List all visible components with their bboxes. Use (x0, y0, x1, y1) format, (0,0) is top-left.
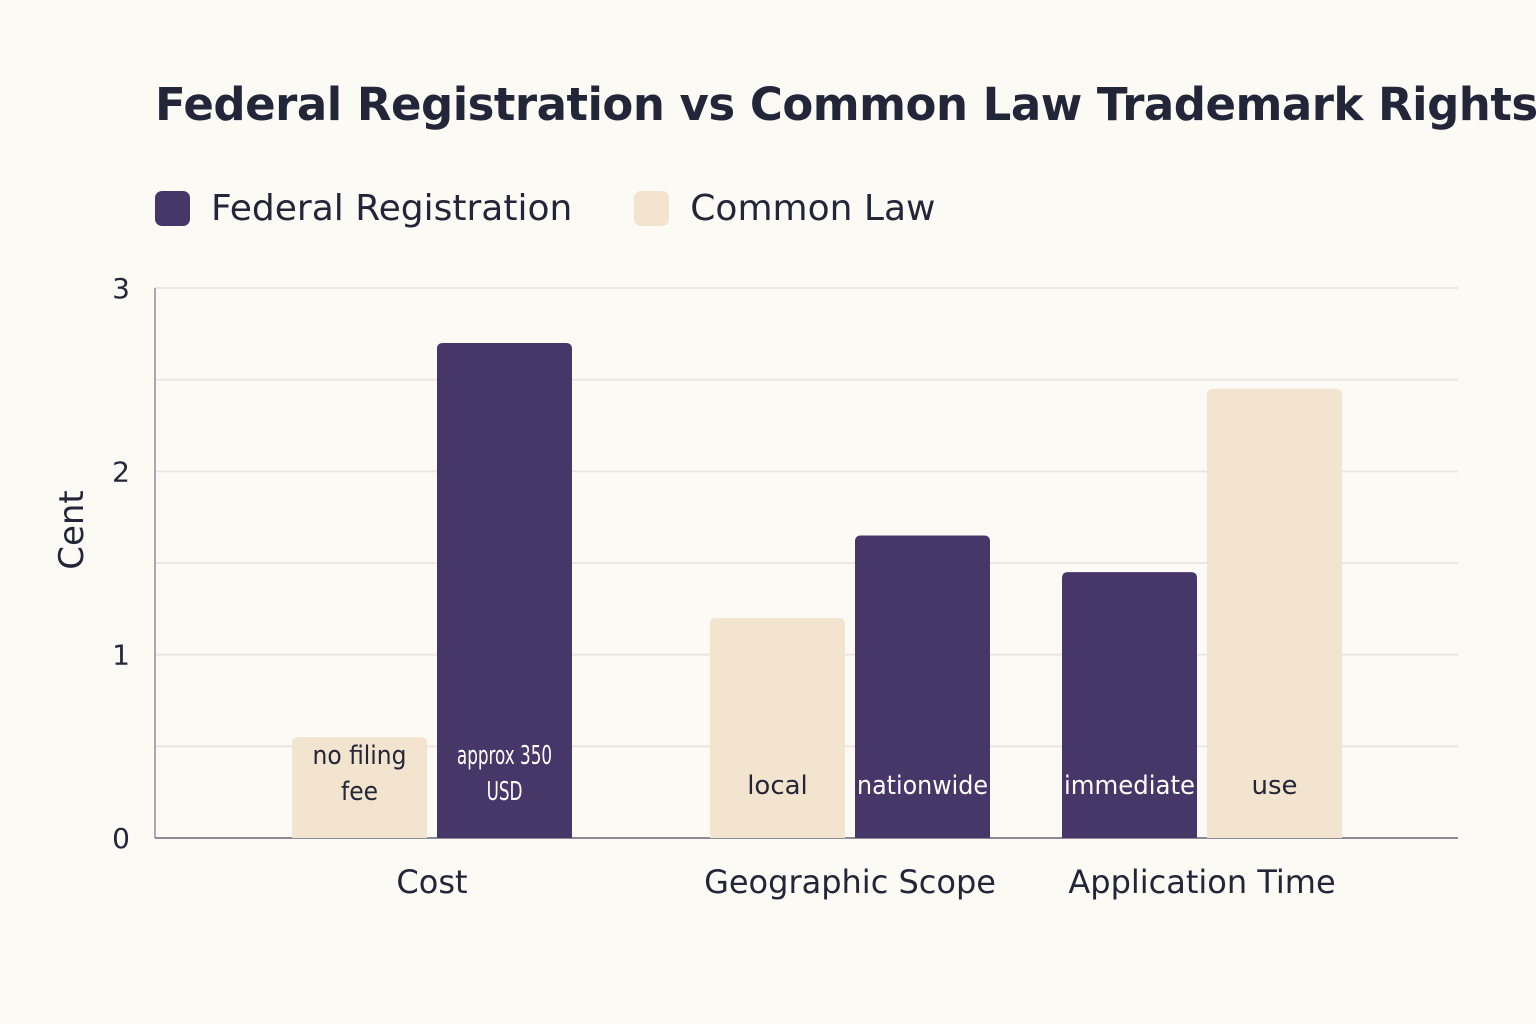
bar-data-label: use (1251, 771, 1297, 801)
x-category-label: Application Time (1068, 863, 1335, 901)
bar-data-label: local (747, 771, 808, 801)
legend-item-common-law: Common Law (634, 188, 935, 229)
x-category-label: Geographic Scope (704, 863, 996, 901)
bar-data-label: immediate (1064, 771, 1195, 801)
y-tick-label: 0 (112, 822, 130, 855)
legend-item-federal-registration: Federal Registration (155, 188, 572, 229)
bar (710, 618, 845, 838)
bar-data-label: approx 350 USD (457, 741, 552, 807)
legend-swatch-federal-registration (155, 190, 190, 226)
chart-title: Federal Registration vs Common Law Trade… (155, 78, 1536, 131)
bar-data-label: nationwide (857, 771, 988, 801)
legend-label-common-law: Common Law (690, 187, 936, 229)
legend-label-federal-registration: Federal Registration (211, 187, 573, 229)
bar (855, 535, 990, 838)
y-tick-label: 3 (112, 272, 130, 305)
bar (1062, 572, 1197, 838)
y-tick-label: 2 (112, 455, 130, 488)
legend-swatch-common-law (634, 190, 670, 226)
y-axis-label: Cent (52, 490, 92, 570)
x-category-label: Cost (396, 863, 467, 901)
bar (437, 343, 572, 838)
bar-data-label: no filing fee (313, 741, 407, 807)
legend: Federal Registration Common Law (155, 186, 997, 230)
bar (1207, 388, 1342, 838)
bar (292, 737, 427, 838)
y-tick-label: 1 (112, 639, 130, 672)
